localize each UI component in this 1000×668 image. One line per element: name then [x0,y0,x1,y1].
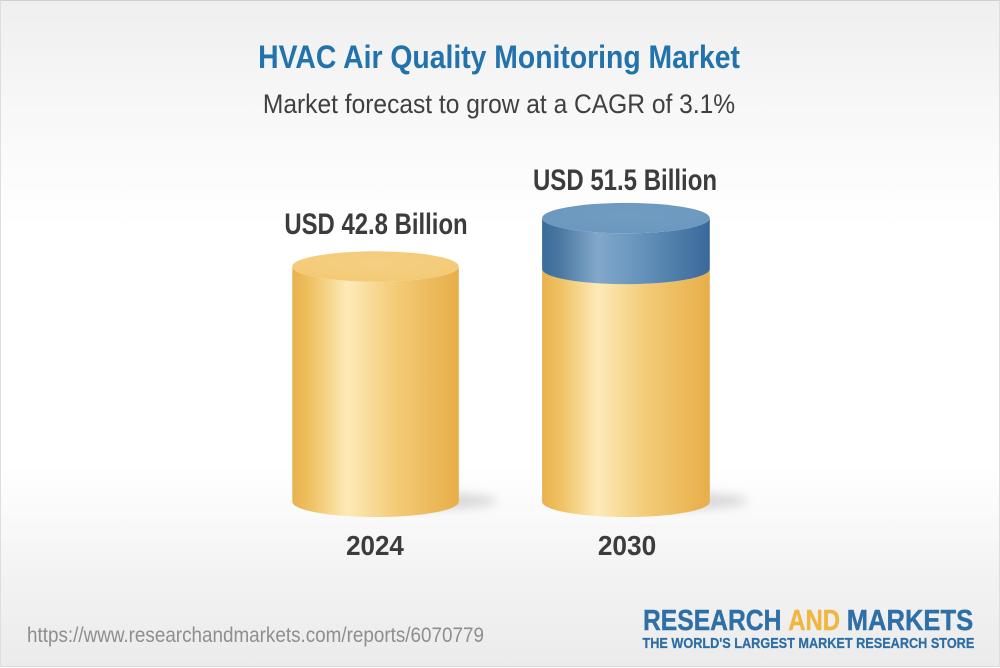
svg-text:AND: AND [788,605,840,637]
svg-text:MARKETS: MARKETS [847,605,974,637]
svg-text:RESEARCH: RESEARCH [643,605,781,637]
svg-text:THE WORLD'S LARGEST MARKET RES: THE WORLD'S LARGEST MARKET RESEARCH STOR… [643,636,975,652]
